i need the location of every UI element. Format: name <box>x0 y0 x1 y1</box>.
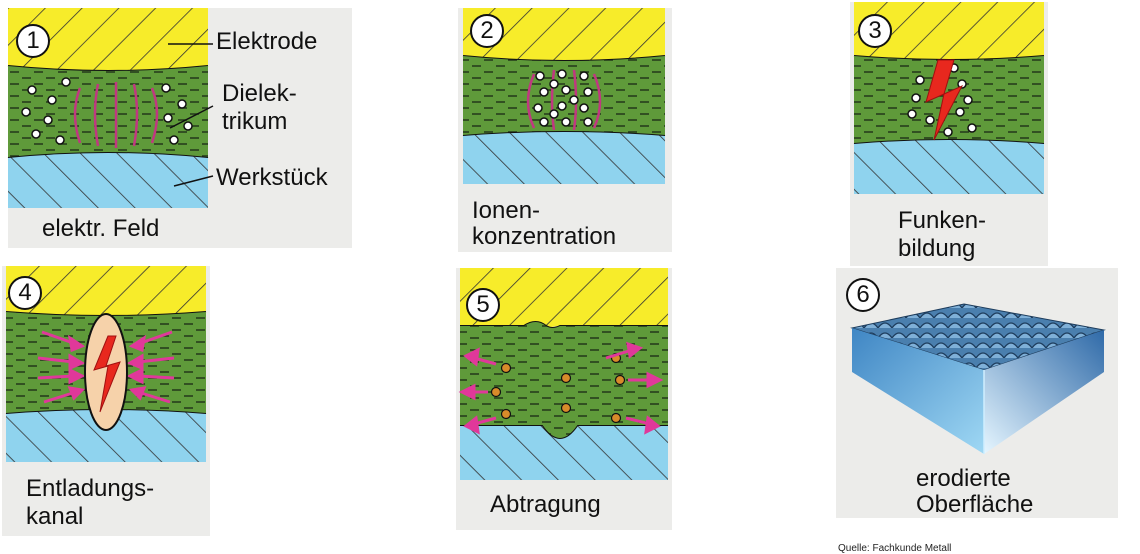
callout-leaders <box>168 43 214 187</box>
discharge-channel <box>84 313 128 431</box>
dielectric-label-line1: Dielek- <box>222 80 297 107</box>
spark-icon <box>93 335 121 413</box>
ions <box>533 69 593 127</box>
step-4-panel: 4 Entladungs- kanal <box>2 266 210 536</box>
step-2-caption-line2: konzentration <box>472 223 617 250</box>
step-1-panel: 1 Elektrode Dielek- trikum Werkstück ele… <box>7 8 352 248</box>
step-1-number: 1 <box>16 24 50 58</box>
step-4-illustration <box>5 266 207 462</box>
step-6-number: 6 <box>846 278 880 312</box>
step-6-caption-line2: Oberfläche <box>916 491 1034 518</box>
electrode-layer <box>7 8 209 72</box>
step-1-illustration <box>7 8 214 208</box>
step-3-caption-line1: Funken- <box>898 207 987 234</box>
step-5-caption: Abtragung <box>490 491 601 518</box>
step-3-number: 3 <box>858 14 892 48</box>
step-1-caption: elektr. Feld <box>42 215 160 242</box>
step-3-caption-line2: bildung <box>898 235 976 262</box>
step-4-caption-line2: kanal <box>26 503 84 530</box>
step-4-number: 4 <box>8 276 42 310</box>
ions <box>21 77 193 145</box>
step-3-panel: 3 Funken- bildung <box>850 2 1048 266</box>
ions <box>907 63 977 137</box>
step-2-illustration <box>462 8 666 184</box>
step-5-number: 5 <box>466 288 500 322</box>
step-2-caption-line1: Ionen- <box>472 197 541 224</box>
step-5-panel: 5 Abtragung <box>456 268 672 530</box>
ejection-arrows <box>458 341 664 435</box>
step-6-illustration <box>850 303 1106 454</box>
field-lines <box>73 81 159 148</box>
step-6-panel: 6 erodierte Oberfläche <box>836 268 1118 518</box>
dielectric-layer <box>7 66 209 159</box>
step-3-illustration <box>853 2 1045 194</box>
workpiece-layer <box>8 153 208 208</box>
electrode-label: Elektrode <box>216 28 318 55</box>
source-credit: Quelle: Fachkunde Metall <box>838 543 952 554</box>
debris-particles <box>490 352 626 424</box>
dielectric-label-line2: trikum <box>222 108 288 135</box>
workpiece-label: Werkstück <box>216 164 328 191</box>
step-2-panel: 2 Ionen- konzentration <box>458 8 672 252</box>
block-right-side <box>984 330 1104 454</box>
pressure-arrows <box>37 330 175 404</box>
block-left-side <box>852 328 984 454</box>
step-4-caption-line1: Entladungs- <box>26 475 155 502</box>
step-6-caption-line1: erodierte <box>916 465 1011 492</box>
step-2-number: 2 <box>470 14 504 48</box>
spark-icon <box>925 59 964 141</box>
step-5-illustration <box>458 268 668 480</box>
